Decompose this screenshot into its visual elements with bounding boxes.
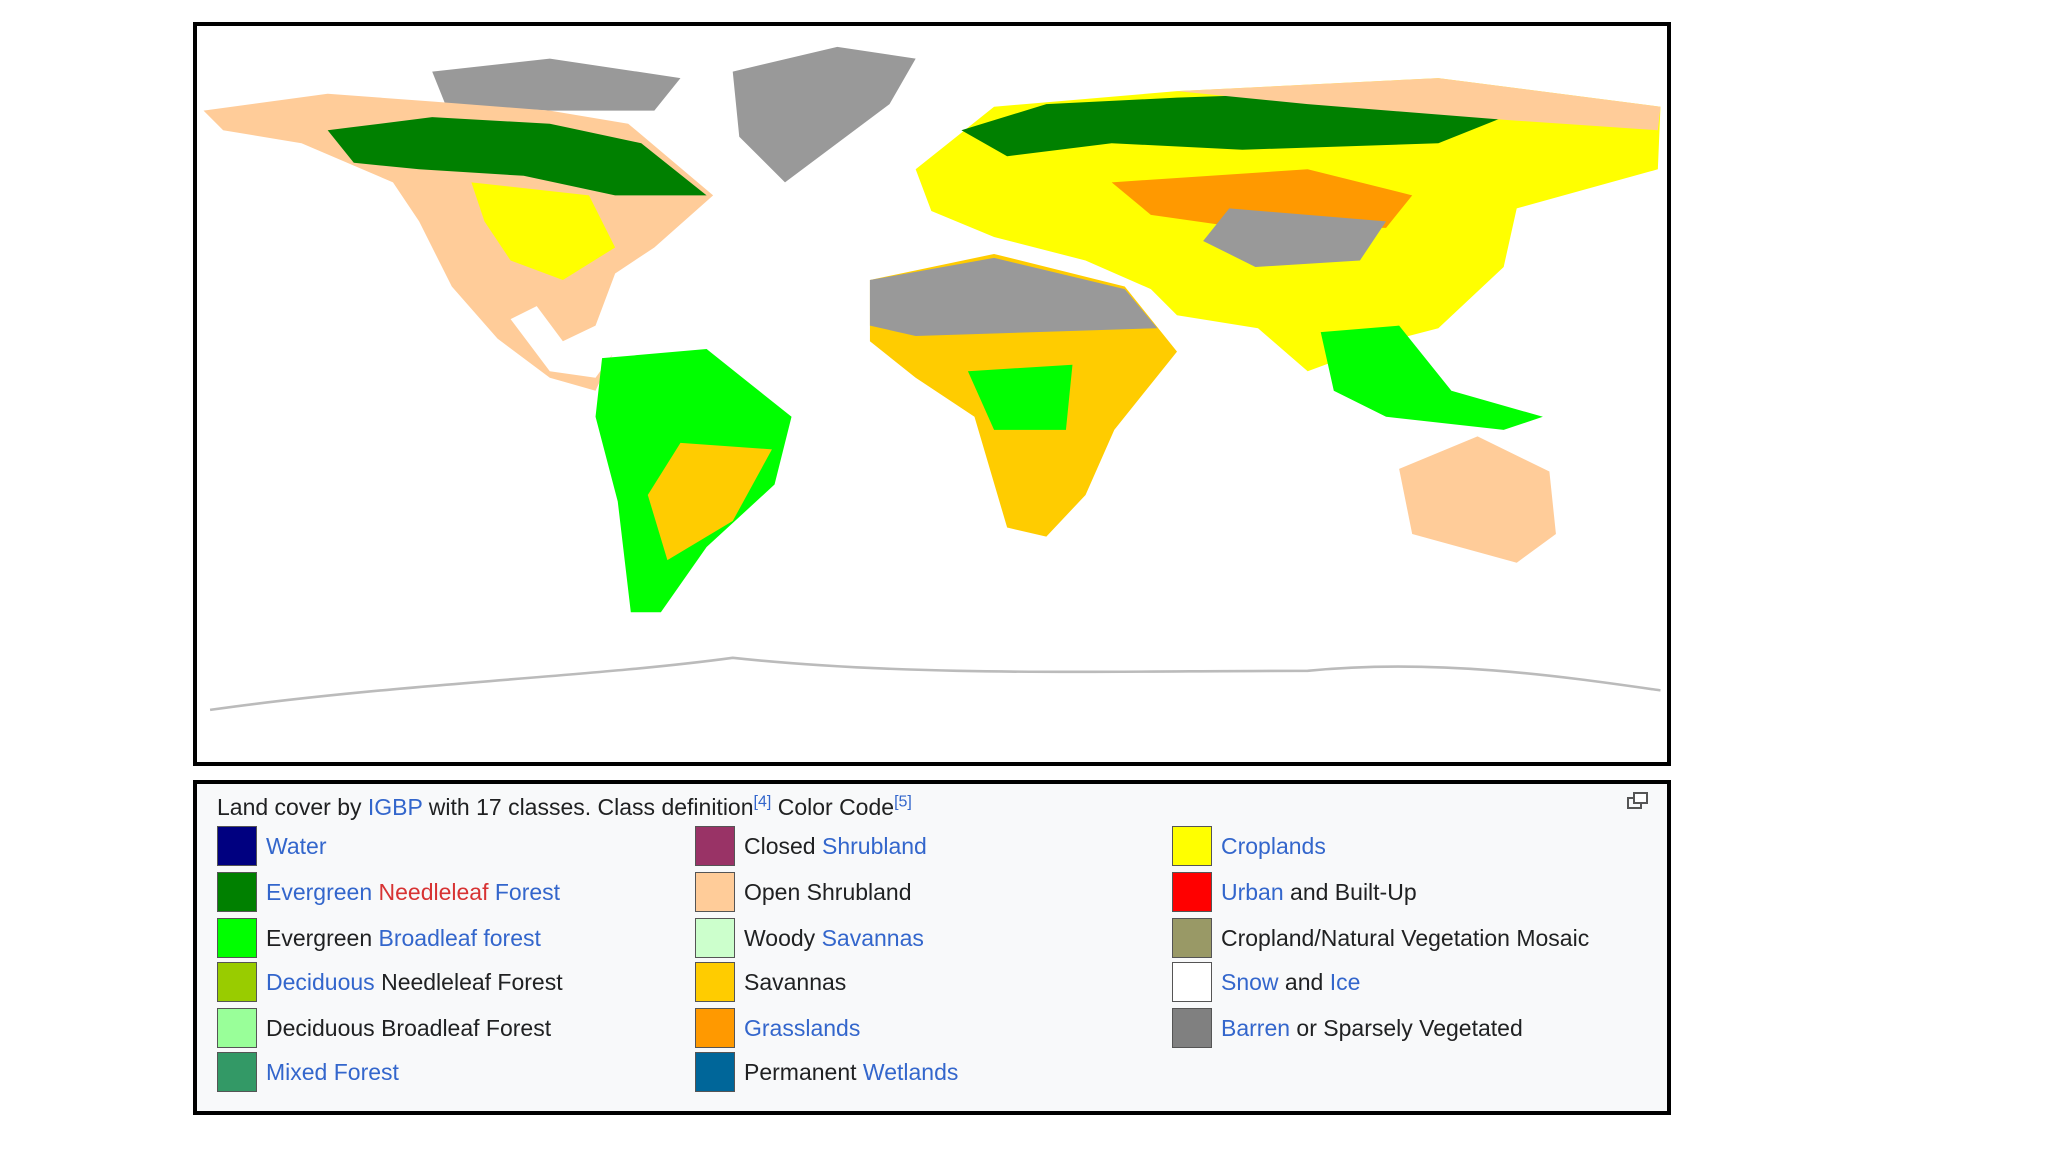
text: Evergreen	[266, 924, 379, 951]
africa-forest	[967, 364, 1073, 430]
expand-icon[interactable]	[1627, 792, 1649, 810]
text: with 17 classes. Class definition	[422, 794, 754, 820]
south-america-south	[647, 442, 772, 561]
legend-swatch	[695, 872, 735, 912]
legend-item: Evergreen Broadleaf forest	[217, 918, 541, 958]
link[interactable]: Urban	[1221, 878, 1284, 905]
text: Deciduous Broadleaf Forest	[266, 1014, 552, 1041]
text: Open Shrubland	[744, 878, 912, 905]
central-asia-barren	[1203, 208, 1387, 267]
link[interactable]: Forest	[494, 878, 561, 905]
legend-item: Grasslands	[695, 1008, 860, 1048]
legend-item: Mixed Forest	[217, 1052, 399, 1092]
link[interactable]: Wetlands	[862, 1058, 959, 1085]
legend-swatch	[695, 1052, 735, 1092]
legend-item: Permanent Wetlands	[695, 1052, 958, 1092]
land-cover-map	[203, 46, 1661, 712]
legend-swatch	[217, 1052, 257, 1092]
caption: Land cover by IGBP with 17 classes. Clas…	[217, 794, 912, 821]
legend-swatch	[695, 1008, 735, 1048]
text: Land cover by	[217, 794, 368, 820]
antarctica	[209, 656, 1661, 712]
link[interactable]: [4]	[753, 793, 772, 811]
sahara	[869, 257, 1158, 337]
link[interactable]: Grasslands	[744, 1014, 861, 1041]
legend-item: Woody Savannas	[695, 918, 924, 958]
legend-item: Water	[217, 826, 327, 866]
link[interactable]: Shrubland	[821, 832, 927, 859]
link[interactable]: Ice	[1329, 968, 1361, 995]
legend-swatch	[695, 962, 735, 1002]
link[interactable]: [5]	[894, 793, 912, 811]
legend-swatch	[1172, 826, 1212, 866]
legend-swatch	[217, 826, 257, 866]
legend-item: Deciduous Broadleaf Forest	[217, 1008, 551, 1048]
legend-item: Cropland/Natural Vegetation Mosaic	[1172, 918, 1589, 958]
text: Cropland/Natural Vegetation Mosaic	[1221, 924, 1590, 951]
link[interactable]: Savannas	[821, 924, 924, 951]
greenland	[732, 46, 916, 183]
legend-swatch	[1172, 872, 1212, 912]
text: and Built-Up	[1283, 878, 1417, 905]
legend-swatch	[1172, 1008, 1212, 1048]
link[interactable]: Snow	[1221, 968, 1279, 995]
text: Woody	[744, 924, 822, 951]
legend-box: Land cover by IGBP with 17 classes. Clas…	[193, 780, 1671, 1115]
legend-item: Open Shrubland	[695, 872, 912, 912]
map-frame	[193, 22, 1671, 766]
link[interactable]: Barren	[1221, 1014, 1291, 1041]
legend-item: Urban and Built-Up	[1172, 872, 1417, 912]
link[interactable]: Water	[266, 832, 327, 859]
text: Savannas	[744, 968, 847, 995]
legend-swatch	[695, 918, 735, 958]
legend-swatch	[1172, 918, 1212, 958]
link[interactable]: Mixed Forest	[266, 1058, 399, 1085]
legend-item: Barren or Sparsely Vegetated	[1172, 1008, 1523, 1048]
legend-item: Deciduous Needleleaf Forest	[217, 962, 563, 1002]
text: and	[1278, 968, 1330, 995]
link[interactable]: Needleleaf	[378, 878, 489, 905]
south-asia	[1320, 325, 1543, 430]
legend-item: Savannas	[695, 962, 846, 1002]
legend-item: Croplands	[1172, 826, 1326, 866]
australia	[1399, 436, 1556, 563]
link[interactable]: Croplands	[1221, 832, 1326, 859]
legend-item: Closed Shrubland	[695, 826, 927, 866]
legend-swatch	[1172, 962, 1212, 1002]
link[interactable]: IGBP	[367, 794, 423, 820]
legend-swatch	[217, 918, 257, 958]
legend-item: Evergreen Needleleaf Forest	[217, 872, 560, 912]
text: or Sparsely Vegetated	[1290, 1014, 1523, 1041]
legend-swatch	[217, 962, 257, 1002]
link[interactable]: Deciduous	[266, 968, 375, 995]
text: Color Code	[771, 794, 895, 820]
legend-swatch	[217, 1008, 257, 1048]
link[interactable]: Evergreen	[266, 878, 373, 905]
north-america-forest	[327, 117, 707, 196]
eurasia-tundra	[1177, 78, 1661, 131]
central-asia-grassland	[1111, 169, 1413, 228]
legend-swatch	[695, 826, 735, 866]
link[interactable]: Broadleaf forest	[378, 924, 541, 951]
legend-item: Snow and Ice	[1172, 962, 1360, 1002]
legend-swatch	[217, 872, 257, 912]
arctic-islands	[432, 58, 681, 111]
text: Permanent	[744, 1058, 863, 1085]
text: Closed	[744, 832, 822, 859]
text: Needleleaf Forest	[374, 968, 563, 995]
